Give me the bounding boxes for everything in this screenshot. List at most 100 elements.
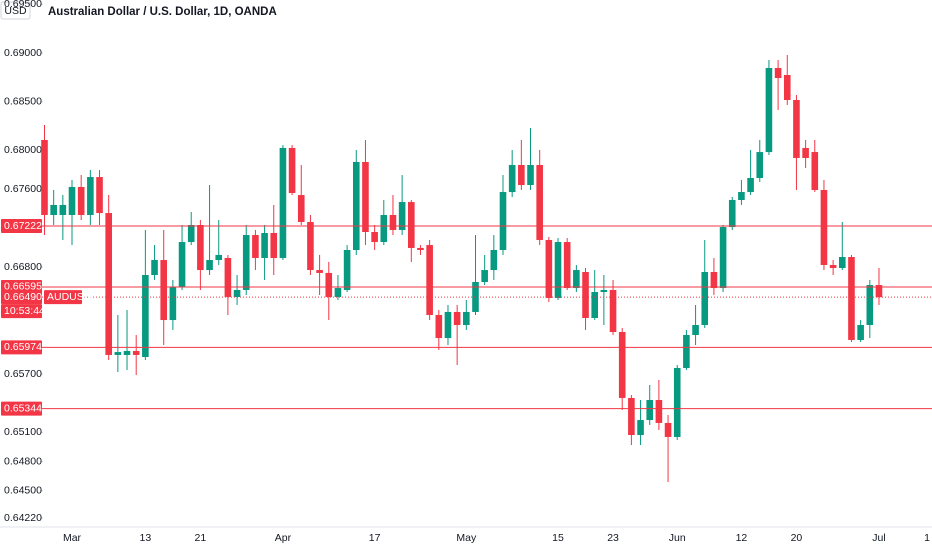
candle-body bbox=[609, 289, 617, 333]
candle-body bbox=[197, 225, 204, 271]
candle-body bbox=[362, 161, 369, 233]
countdown-label: 10:53:44 bbox=[4, 305, 45, 317]
candle-body bbox=[838, 257, 846, 268]
candle-body bbox=[50, 204, 57, 215]
candle-body bbox=[518, 164, 525, 186]
level-label: 0.65974 bbox=[4, 341, 42, 353]
candle-body bbox=[444, 311, 452, 339]
x-tick-label: 12 bbox=[736, 532, 748, 544]
current-price-label: 0.66490 bbox=[4, 291, 42, 303]
y-tick-label: 0.67600 bbox=[4, 183, 42, 195]
candle-body bbox=[380, 214, 388, 243]
candle-body bbox=[316, 270, 323, 273]
x-tick-label: May bbox=[456, 532, 477, 544]
y-tick-label: 0.65100 bbox=[4, 426, 42, 438]
candle-body bbox=[774, 67, 782, 79]
candle-body bbox=[453, 311, 461, 325]
candle-body bbox=[96, 177, 103, 214]
y-tick-label: 0.68000 bbox=[4, 144, 42, 156]
currency: USD bbox=[4, 5, 27, 17]
candle-body bbox=[857, 325, 864, 340]
candle-body bbox=[866, 285, 874, 325]
candle-body bbox=[87, 177, 94, 215]
candle-body bbox=[793, 100, 800, 158]
candle-body bbox=[307, 221, 314, 271]
level-label-box bbox=[1, 340, 42, 355]
candle-body bbox=[811, 152, 819, 190]
candle-body bbox=[747, 178, 754, 193]
level-label: 0.65344 bbox=[4, 402, 42, 414]
candle-body bbox=[334, 288, 342, 297]
candle-body bbox=[169, 286, 177, 321]
candle-body bbox=[508, 164, 516, 193]
candle-body bbox=[692, 325, 699, 336]
candle-body bbox=[178, 242, 186, 287]
level-label-box bbox=[1, 218, 42, 233]
candle-body bbox=[297, 195, 305, 222]
candle-body bbox=[270, 232, 278, 258]
candle-body bbox=[545, 239, 553, 298]
candle-body bbox=[59, 204, 67, 215]
candle-body bbox=[206, 260, 213, 271]
candle-body bbox=[820, 189, 828, 265]
candle-body bbox=[215, 254, 223, 261]
level-label: 0.67222 bbox=[4, 220, 42, 232]
y-tick-label: 0.68500 bbox=[4, 95, 42, 107]
y-tick-label: 0.64500 bbox=[4, 485, 42, 497]
candle-body bbox=[261, 232, 268, 258]
candle-body bbox=[527, 164, 534, 186]
candle-body bbox=[132, 350, 140, 355]
candle-body bbox=[41, 139, 48, 215]
countdown-box bbox=[1, 304, 42, 319]
candle-body bbox=[655, 400, 663, 423]
symbol-label: AUDUSD bbox=[47, 291, 92, 303]
candle-body bbox=[279, 147, 287, 258]
y-tick-label: 0.65700 bbox=[4, 368, 42, 380]
candle-body bbox=[68, 186, 76, 215]
candle-body bbox=[463, 311, 470, 325]
candle-body bbox=[499, 192, 507, 250]
candle-body bbox=[114, 352, 122, 355]
candle-body bbox=[664, 422, 672, 437]
candle-body bbox=[224, 257, 232, 297]
candle-body bbox=[563, 242, 571, 289]
candle-body bbox=[536, 164, 543, 240]
candle-body bbox=[728, 200, 736, 228]
x-tick-label: Apr bbox=[275, 532, 292, 544]
candle-body bbox=[618, 332, 626, 398]
x-tick-label: Jun bbox=[669, 532, 686, 544]
currency-box[interactable] bbox=[0, 1, 31, 20]
candle-body bbox=[490, 250, 498, 271]
candle-body bbox=[481, 270, 488, 283]
y-tick-label: 0.66800 bbox=[4, 261, 42, 273]
candle-body bbox=[628, 397, 635, 436]
level-label-box bbox=[1, 401, 42, 416]
candle-body bbox=[582, 271, 589, 318]
candle-body bbox=[591, 292, 598, 318]
candle-body bbox=[160, 260, 168, 321]
x-tick-label: 21 bbox=[195, 532, 207, 544]
candle-body bbox=[710, 271, 718, 289]
x-tick-label: 15 bbox=[552, 532, 564, 544]
candle-body bbox=[151, 260, 158, 275]
candle-body bbox=[673, 367, 681, 437]
candle-body bbox=[554, 242, 562, 298]
candle-body bbox=[417, 247, 424, 250]
candle-body bbox=[802, 147, 809, 158]
candle-body bbox=[783, 75, 791, 100]
candle-body bbox=[389, 214, 397, 230]
candle-body bbox=[105, 213, 112, 355]
x-tick-label: 17 bbox=[369, 532, 381, 544]
y-tick-label: 0.64800 bbox=[4, 455, 42, 467]
x-tick-label: Jul bbox=[872, 532, 885, 544]
chart-title: Australian Dollar / U.S. Dollar, 1D, OAN… bbox=[48, 6, 277, 18]
candle-body bbox=[683, 335, 690, 368]
candle-body bbox=[738, 192, 745, 200]
candle-body bbox=[252, 235, 259, 258]
current-price-label-box bbox=[1, 290, 42, 305]
candle-body bbox=[829, 264, 837, 268]
candle-body bbox=[719, 227, 727, 289]
symbol-box bbox=[44, 290, 82, 305]
candle-body bbox=[398, 202, 406, 230]
